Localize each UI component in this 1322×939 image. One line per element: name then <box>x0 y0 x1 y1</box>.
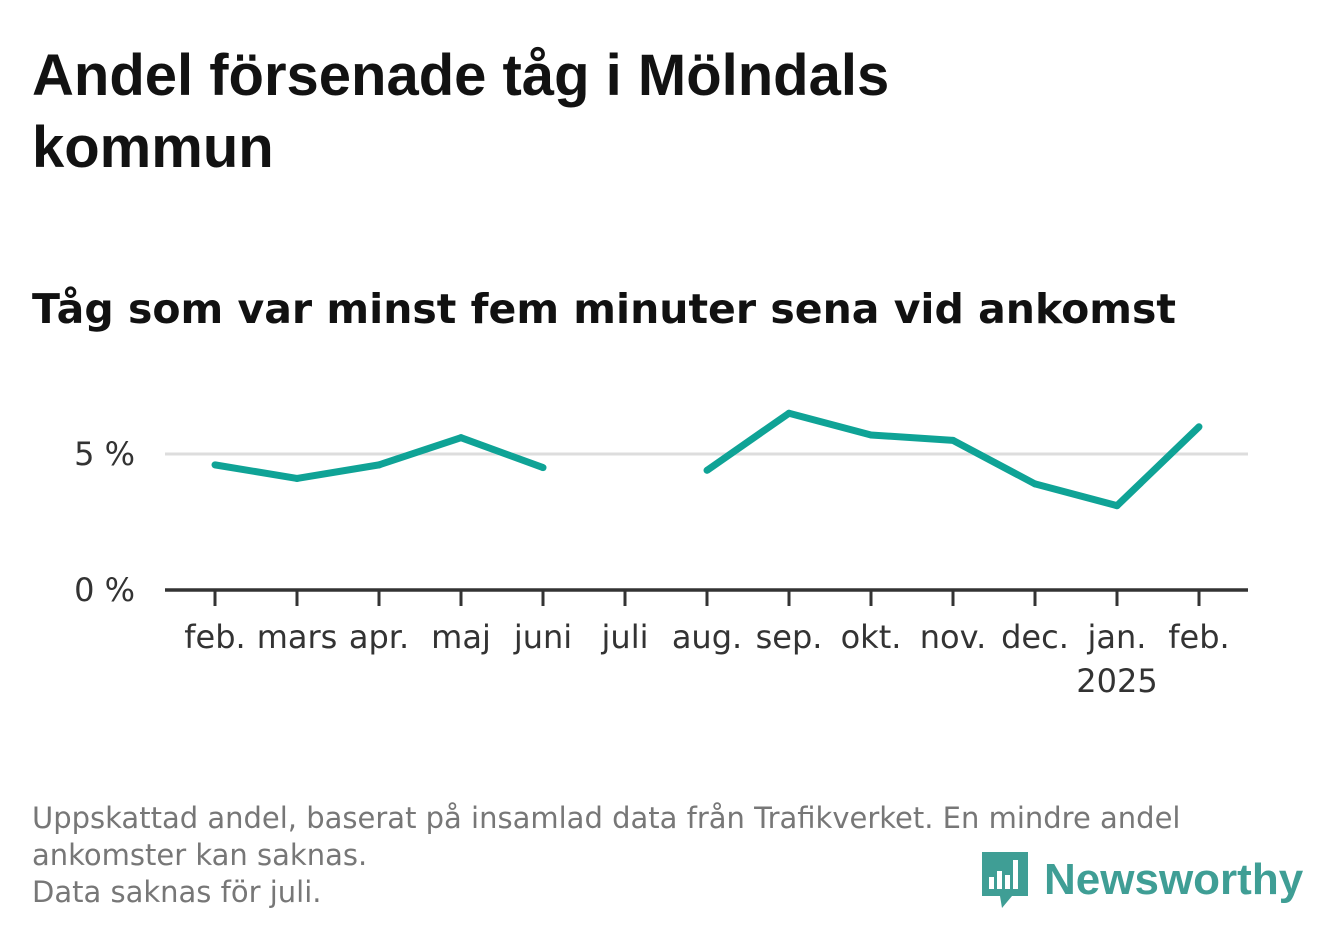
label-layer: 0 % 5 % feb. mars apr. maj juni juli aug. sep. okt… <box>74 435 1230 700</box>
x-tick-label: jan. <box>1087 618 1147 656</box>
axis-layer <box>165 588 1248 606</box>
footer-note-line: ankomster kan saknas. <box>32 838 368 872</box>
data-point <box>293 474 301 482</box>
data-point <box>1113 502 1121 510</box>
x-tick-label: okt. <box>841 618 902 656</box>
footer-note-line: Uppskattad andel, baserat på insamlad da… <box>32 801 1181 835</box>
series-line-segment <box>704 409 1202 510</box>
series-layer <box>211 409 1203 510</box>
data-point <box>1031 480 1039 488</box>
data-point <box>375 461 383 469</box>
x-tick-label: mars <box>257 618 338 656</box>
data-point <box>703 466 711 474</box>
x-tick-label: apr. <box>349 618 409 656</box>
brand-name: Newsworthy <box>1044 855 1304 904</box>
x-tick-label: juli <box>601 618 649 656</box>
data-point <box>1195 423 1203 431</box>
x-tick-label: sep. <box>756 618 823 656</box>
x-tick-label: nov. <box>920 618 986 656</box>
x-tick-label: aug. <box>672 618 742 656</box>
data-point <box>867 431 875 439</box>
brand-logo: Newsworthy <box>980 850 1303 910</box>
data-point <box>785 409 793 417</box>
x-tick-label: feb. <box>1168 618 1229 656</box>
footer-note: Uppskattad andel, baserat på insamlad da… <box>32 800 1292 911</box>
footer-note-line: Data saknas för juli. <box>32 875 322 909</box>
y-tick-label: 0 % <box>74 571 135 609</box>
chart-subtitle: Tåg som var minst fem minuter sena vid a… <box>32 285 1177 333</box>
data-point <box>539 464 547 472</box>
x-tick-label: maj <box>431 618 491 656</box>
x-tick-label: dec. <box>1001 618 1069 656</box>
y-tick-label: 5 % <box>74 435 135 473</box>
data-point <box>949 436 957 444</box>
x-tick-label: juni <box>513 618 572 656</box>
page-title: Andel försenade tåg i Mölndals kommun <box>32 43 890 180</box>
series-line-segment <box>214 434 545 482</box>
data-point <box>457 434 465 442</box>
newsworthy-logo-icon <box>982 852 1028 908</box>
x-tick-label: feb. <box>184 618 245 656</box>
data-point <box>211 461 219 469</box>
x-year-label: 2025 <box>1076 662 1157 700</box>
